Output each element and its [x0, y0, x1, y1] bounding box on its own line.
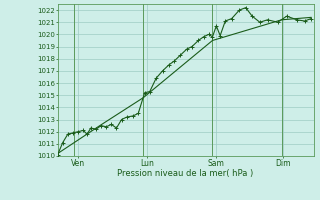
- X-axis label: Pression niveau de la mer( hPa ): Pression niveau de la mer( hPa ): [117, 169, 254, 178]
